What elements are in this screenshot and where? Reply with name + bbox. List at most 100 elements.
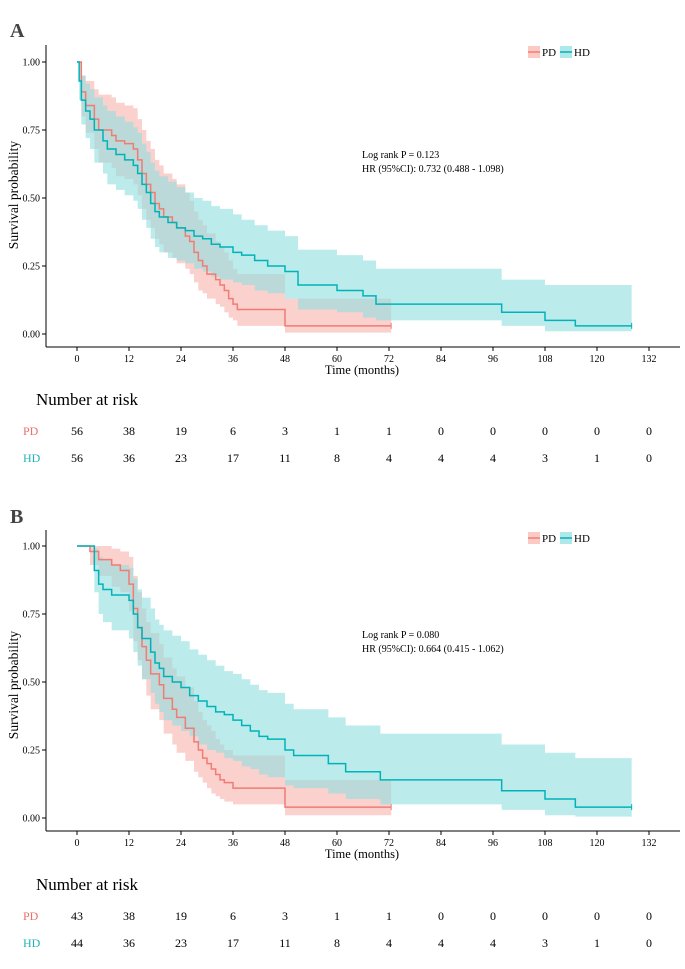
risk-count: 6 [230, 909, 236, 923]
x-tick-label: 12 [124, 354, 134, 365]
panel-a-letter: A [10, 20, 25, 42]
risk-count: 4 [490, 451, 496, 465]
x-tick-label: 84 [436, 354, 446, 365]
stats-annotation: HR (95%CI): 0.732 (0.488 - 1.098) [362, 164, 504, 175]
risk-table-title-b: Number at risk [36, 875, 138, 894]
risk-count: 1 [386, 909, 392, 923]
risk-count: 4 [386, 451, 392, 465]
risk-count: 0 [594, 424, 600, 438]
risk-count: 38 [123, 909, 135, 923]
y-tick-label: 0.75 [23, 126, 41, 137]
risk-count: 1 [594, 936, 600, 950]
risk-count: 0 [646, 936, 652, 950]
risk-count: 0 [542, 424, 548, 438]
risk-count: 3 [282, 909, 288, 923]
x-tick-label: 36 [228, 354, 238, 365]
x-tick-label: 108 [538, 838, 553, 849]
x-tick-label: 132 [642, 354, 657, 365]
x-tick-label: 48 [280, 838, 290, 849]
risk-count: 0 [438, 909, 444, 923]
y-tick-label: 0.00 [23, 330, 41, 341]
x-axis-label: Time (months) [325, 847, 399, 861]
risk-row-label-pd: PD [23, 424, 39, 438]
risk-row-label-hd: HD [23, 936, 41, 950]
x-tick-label: 96 [488, 354, 498, 365]
x-tick-label: 48 [280, 354, 290, 365]
risk-count: 1 [594, 451, 600, 465]
risk-count: 0 [646, 424, 652, 438]
stats-annotation: HR (95%CI): 0.664 (0.415 - 1.062) [362, 644, 504, 655]
y-tick-label: 1.00 [23, 542, 41, 553]
risk-count: 23 [175, 936, 187, 950]
y-tick-label: 0.50 [23, 678, 41, 689]
x-tick-label: 84 [436, 838, 446, 849]
risk-count: 0 [646, 451, 652, 465]
risk-count: 0 [438, 424, 444, 438]
x-tick-label: 96 [488, 838, 498, 849]
risk-count: 0 [646, 909, 652, 923]
risk-count: 11 [279, 451, 291, 465]
y-tick-label: 0.25 [23, 746, 41, 757]
ci-band-hd [77, 546, 632, 817]
x-axis-label: Time (months) [325, 363, 399, 377]
risk-count: 23 [175, 451, 187, 465]
risk-count: 44 [71, 936, 83, 950]
risk-count: 19 [175, 424, 187, 438]
stats-annotation: Log rank P = 0.123 [362, 150, 439, 161]
y-axis-label: Survival probability [6, 141, 21, 250]
x-tick-label: 120 [590, 838, 605, 849]
x-tick-label: 72 [384, 838, 394, 849]
risk-count: 38 [123, 424, 135, 438]
x-tick-label: 36 [228, 838, 238, 849]
risk-count: 1 [334, 424, 340, 438]
risk-count: 17 [227, 451, 239, 465]
risk-row-label-hd: HD [23, 451, 41, 465]
risk-count: 3 [542, 451, 548, 465]
survival-line-pd [77, 545, 392, 808]
risk-count: 3 [282, 424, 288, 438]
risk-row-hd-a: HD 56 36 23 17 11 8 4 4 4 3 1 0 [0, 451, 685, 467]
x-tick-label: 120 [590, 354, 605, 365]
risk-count: 56 [71, 424, 83, 438]
stats-annotation: Log rank P = 0.080 [362, 630, 439, 641]
legend-label-hd: HD [574, 533, 590, 545]
x-tick-label: 24 [176, 354, 186, 365]
km-chart-b: 0.00 0.25 0.50 0.75 1.00 0 12 24 36 48 60 72 84 96 108… [6, 530, 680, 861]
risk-count: 56 [71, 451, 83, 465]
x-tick-label: 72 [384, 354, 394, 365]
risk-count: 19 [175, 909, 187, 923]
survival-line-hd [77, 61, 632, 327]
risk-count: 0 [490, 424, 496, 438]
risk-row-pd-a: PD 56 38 19 6 3 1 1 0 0 0 0 0 [0, 424, 685, 440]
risk-count: 1 [386, 424, 392, 438]
risk-count: 4 [386, 936, 392, 950]
risk-count: 36 [123, 451, 135, 465]
x-tick-label: 12 [124, 838, 134, 849]
ci-band-hd [77, 62, 632, 332]
y-tick-label: 1.00 [23, 58, 41, 69]
risk-count: 0 [542, 909, 548, 923]
x-tick-label: 60 [332, 838, 342, 849]
risk-row-label-pd: PD [23, 909, 39, 923]
risk-count: 4 [438, 936, 444, 950]
panel-b-letter: B [10, 506, 24, 528]
risk-count: 17 [227, 936, 239, 950]
x-tick-label: 0 [75, 838, 80, 849]
risk-count: 43 [71, 909, 83, 923]
risk-count: 3 [542, 936, 548, 950]
risk-count: 0 [594, 909, 600, 923]
x-tick-label: 60 [332, 354, 342, 365]
y-tick-label: 0.75 [23, 610, 41, 621]
y-tick-label: 0.00 [23, 814, 41, 825]
risk-count: 4 [490, 936, 496, 950]
risk-row-pd-b: PD 43 38 19 6 3 1 1 0 0 0 0 0 [0, 909, 685, 925]
risk-count: 4 [438, 451, 444, 465]
x-tick-label: 0 [75, 354, 80, 365]
y-tick-label: 0.25 [23, 262, 41, 273]
y-axis-label: Survival probability [6, 631, 21, 740]
y-tick-label: 0.50 [23, 194, 41, 205]
risk-count: 8 [334, 936, 340, 950]
risk-table-title-a: Number at risk [36, 390, 138, 409]
legend-label-pd: PD [542, 533, 556, 545]
x-tick-label: 108 [538, 354, 553, 365]
